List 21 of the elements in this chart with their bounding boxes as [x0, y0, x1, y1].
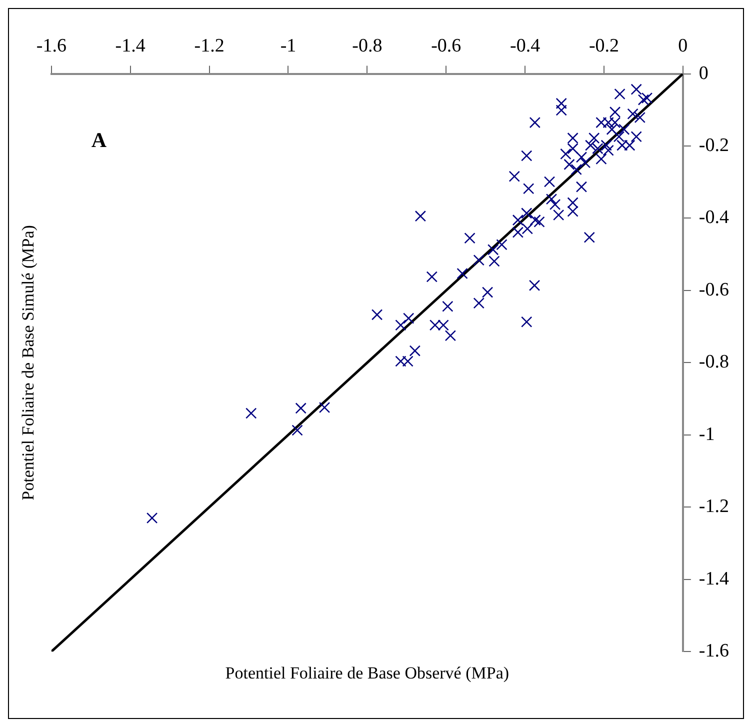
- y-tick-label: -1.6: [698, 640, 729, 662]
- x-tick-label: -0.2: [588, 35, 620, 56]
- x-tick-label: -1: [280, 35, 296, 56]
- y-tick-label: -0.8: [698, 352, 729, 373]
- y-tick-label: -1: [698, 424, 715, 445]
- annotation: A: [91, 128, 108, 152]
- y-tick-label: -1.2: [698, 496, 729, 518]
- x-tick-label: -1.6: [36, 35, 66, 56]
- y-tick-label: 0: [698, 62, 708, 84]
- y-axis-title: Potentiel Foliaire de Base Simulé (MPa): [18, 225, 38, 500]
- x-tick-label: -0.6: [431, 35, 462, 56]
- x-tick-label: -1.2: [194, 35, 224, 56]
- x-tick-label: -0.4: [510, 35, 541, 56]
- x-tick-label: 0: [678, 35, 688, 56]
- x-tick-label: -0.8: [352, 35, 382, 56]
- x-axis-title: Potentiel Foliaire de Base Observé (MPa): [225, 663, 510, 682]
- y-tick-label: -0.6: [698, 279, 729, 300]
- y-tick-label: -1.4: [698, 568, 730, 590]
- y-tick-label: -0.4: [698, 207, 730, 228]
- y-tick-label: -0.2: [698, 135, 729, 156]
- x-tick-label: -1.4: [115, 35, 146, 56]
